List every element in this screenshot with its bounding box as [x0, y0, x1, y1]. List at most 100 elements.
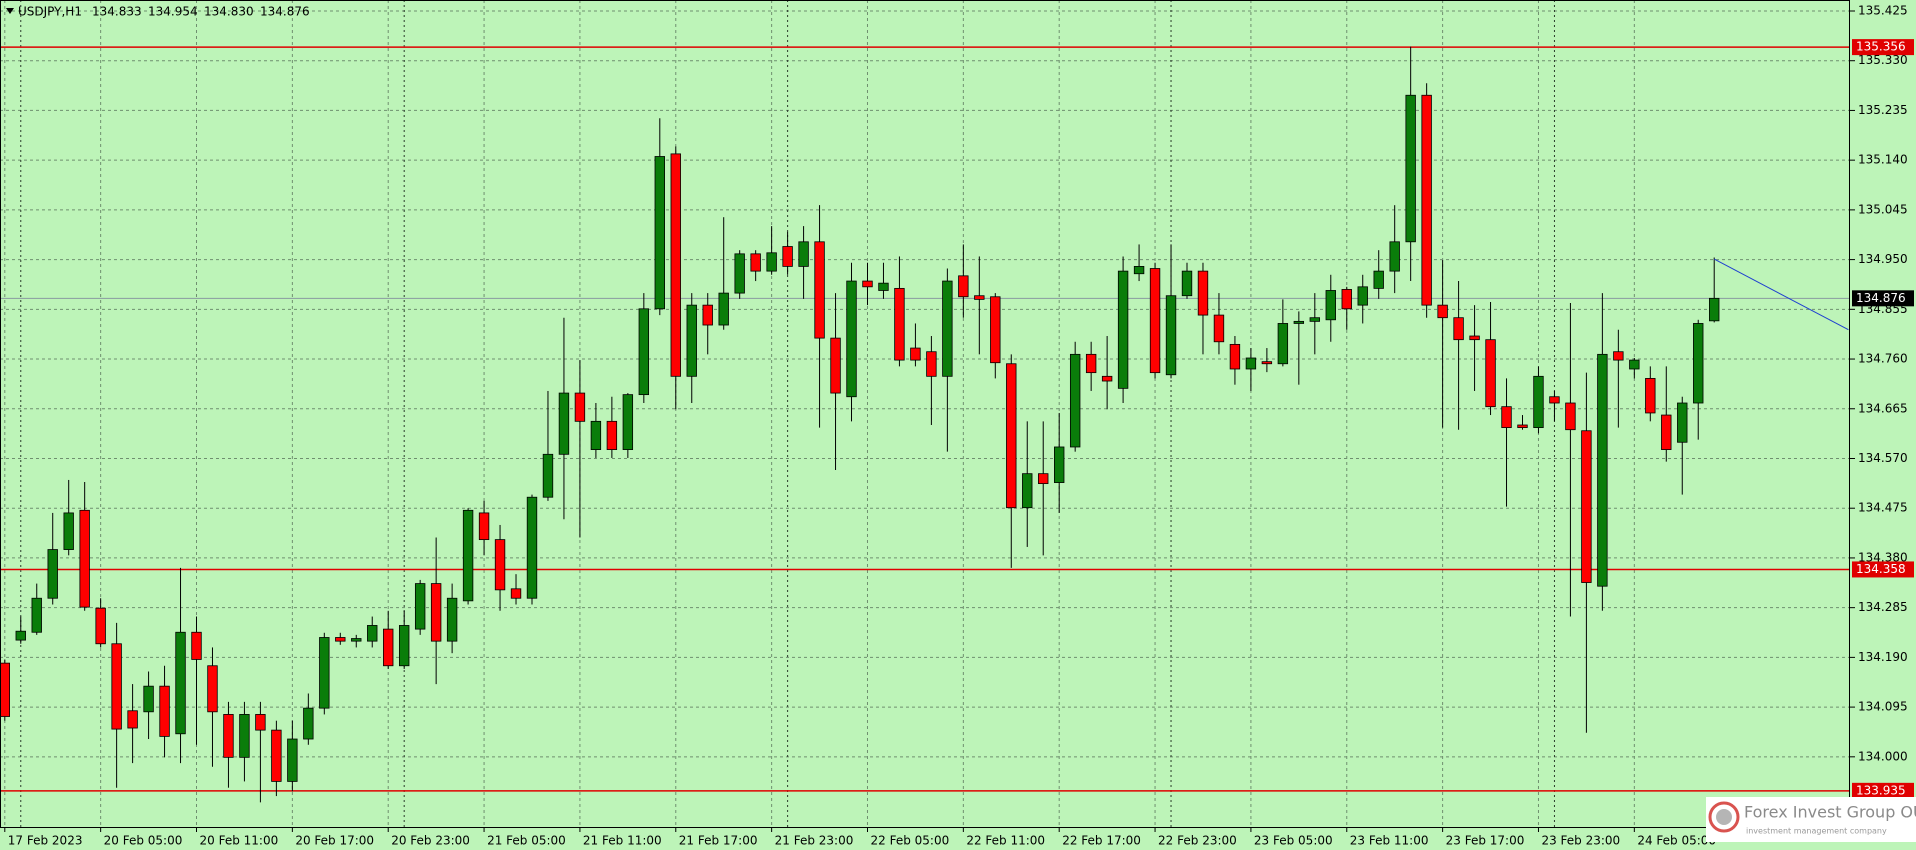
- candle-body: [606, 420, 618, 450]
- y-tick-label: 134.665: [1858, 401, 1908, 415]
- x-tick-label: 21 Feb 11:00: [583, 834, 662, 848]
- y-tick-label: 134.000: [1858, 749, 1908, 763]
- y-tick-label: 134.380: [1858, 550, 1908, 564]
- candle-body: [1389, 241, 1400, 272]
- x-tick-label: 21 Feb 05:00: [487, 834, 566, 848]
- candle-body: [1054, 446, 1065, 483]
- candle-body: [1405, 94, 1416, 243]
- candle-body: [383, 628, 394, 667]
- candle-body: [798, 241, 809, 267]
- candle-body: [1229, 343, 1241, 370]
- candle-body: [686, 304, 697, 377]
- candle-body: [367, 625, 378, 642]
- menu-triangle: [6, 8, 14, 14]
- candle-body: [750, 253, 761, 272]
- candle-body: [990, 296, 1001, 364]
- header-low: 134.830: [204, 5, 254, 19]
- x-tick-label: 23 Feb 17:00: [1446, 834, 1525, 848]
- x-tick-label: 20 Feb 05:00: [104, 834, 183, 848]
- current-price-box: [1852, 290, 1914, 307]
- candle-body: [1581, 430, 1592, 583]
- y-tick-label: 134.285: [1858, 600, 1908, 614]
- candle-body: [0, 662, 10, 717]
- candle-body: [159, 685, 170, 737]
- candle-body: [622, 394, 634, 450]
- candle-body: [542, 453, 554, 498]
- candle-body: [398, 625, 410, 667]
- header-close: 134.876: [260, 5, 310, 19]
- y-tick-label: 135.425: [1858, 3, 1908, 17]
- candle-body: [1693, 323, 1704, 404]
- candle-body: [942, 280, 953, 377]
- candle-body: [910, 347, 921, 361]
- trendline: [1713, 258, 1849, 331]
- candle-body: [1597, 353, 1608, 587]
- candle-body: [31, 597, 42, 633]
- candle-body: [1661, 414, 1672, 450]
- current-price-label: 134.876: [1856, 291, 1906, 305]
- candle-body: [191, 631, 202, 660]
- candle-body: [1325, 290, 1336, 321]
- candle-body: [638, 308, 650, 396]
- candle-body: [718, 292, 729, 326]
- candle-body: [255, 714, 266, 731]
- candle-body: [670, 153, 681, 377]
- level-label-box: [1852, 561, 1914, 578]
- candle-body: [1613, 351, 1624, 361]
- x-tick-label: 23 Feb 23:00: [1541, 834, 1620, 848]
- candle-body: [782, 246, 793, 267]
- candle-body: [1357, 286, 1368, 306]
- candle-body: [654, 156, 665, 310]
- candle-body: [1101, 375, 1113, 382]
- candle-body: [223, 714, 234, 758]
- candle-body: [1709, 297, 1720, 322]
- candle-body: [558, 392, 570, 455]
- candle-body: [430, 583, 442, 642]
- level-label-box: [1852, 782, 1914, 799]
- level-label: 134.358: [1856, 562, 1906, 576]
- candle-body: [1677, 402, 1688, 443]
- candle-body: [1437, 304, 1448, 319]
- candle-body: [1469, 335, 1480, 341]
- x-tick-label: 24 Feb 05:00: [1637, 834, 1716, 848]
- candle-body: [766, 252, 777, 272]
- watermark-subtitle: investment management company: [1746, 827, 1887, 836]
- candle-body: [15, 630, 26, 641]
- candle-body: [1245, 357, 1257, 370]
- candle-body: [414, 583, 426, 630]
- candle-body: [1517, 424, 1528, 429]
- chart-title: USDJPY,H1: [18, 5, 82, 19]
- y-tick-label: 134.950: [1858, 252, 1908, 266]
- candle-body: [1197, 270, 1209, 316]
- candle-body: [287, 738, 298, 782]
- candle-body: [814, 241, 825, 339]
- candle-body: [494, 539, 506, 591]
- candle-body: [175, 631, 186, 735]
- candle-body: [1085, 353, 1097, 374]
- y-tick-label: 134.475: [1858, 501, 1908, 515]
- candle-body: [894, 287, 905, 361]
- header-high: 134.954: [148, 5, 198, 19]
- y-tick-label: 134.095: [1858, 700, 1908, 714]
- x-tick-label: 17 Feb 2023: [8, 834, 83, 848]
- candle-body: [319, 637, 330, 709]
- candle-body: [1501, 406, 1512, 429]
- candle-body: [303, 707, 314, 740]
- candle-body: [1181, 270, 1193, 297]
- candle-body: [574, 392, 586, 422]
- candle-body: [1277, 323, 1289, 365]
- candle-body: [734, 253, 745, 294]
- y-tick-label: 134.190: [1858, 650, 1908, 664]
- watermark: Forex Invest Group OÜ investment managem…: [1706, 797, 1916, 842]
- candle-body: [1165, 295, 1177, 376]
- candle-body: [1565, 402, 1576, 431]
- x-tick-label: 22 Feb 05:00: [870, 834, 949, 848]
- candle-body: [1485, 339, 1496, 408]
- candle-body: [958, 275, 969, 298]
- candle-body: [974, 295, 985, 300]
- candle-body: [1022, 473, 1033, 509]
- candle-body: [1006, 363, 1017, 509]
